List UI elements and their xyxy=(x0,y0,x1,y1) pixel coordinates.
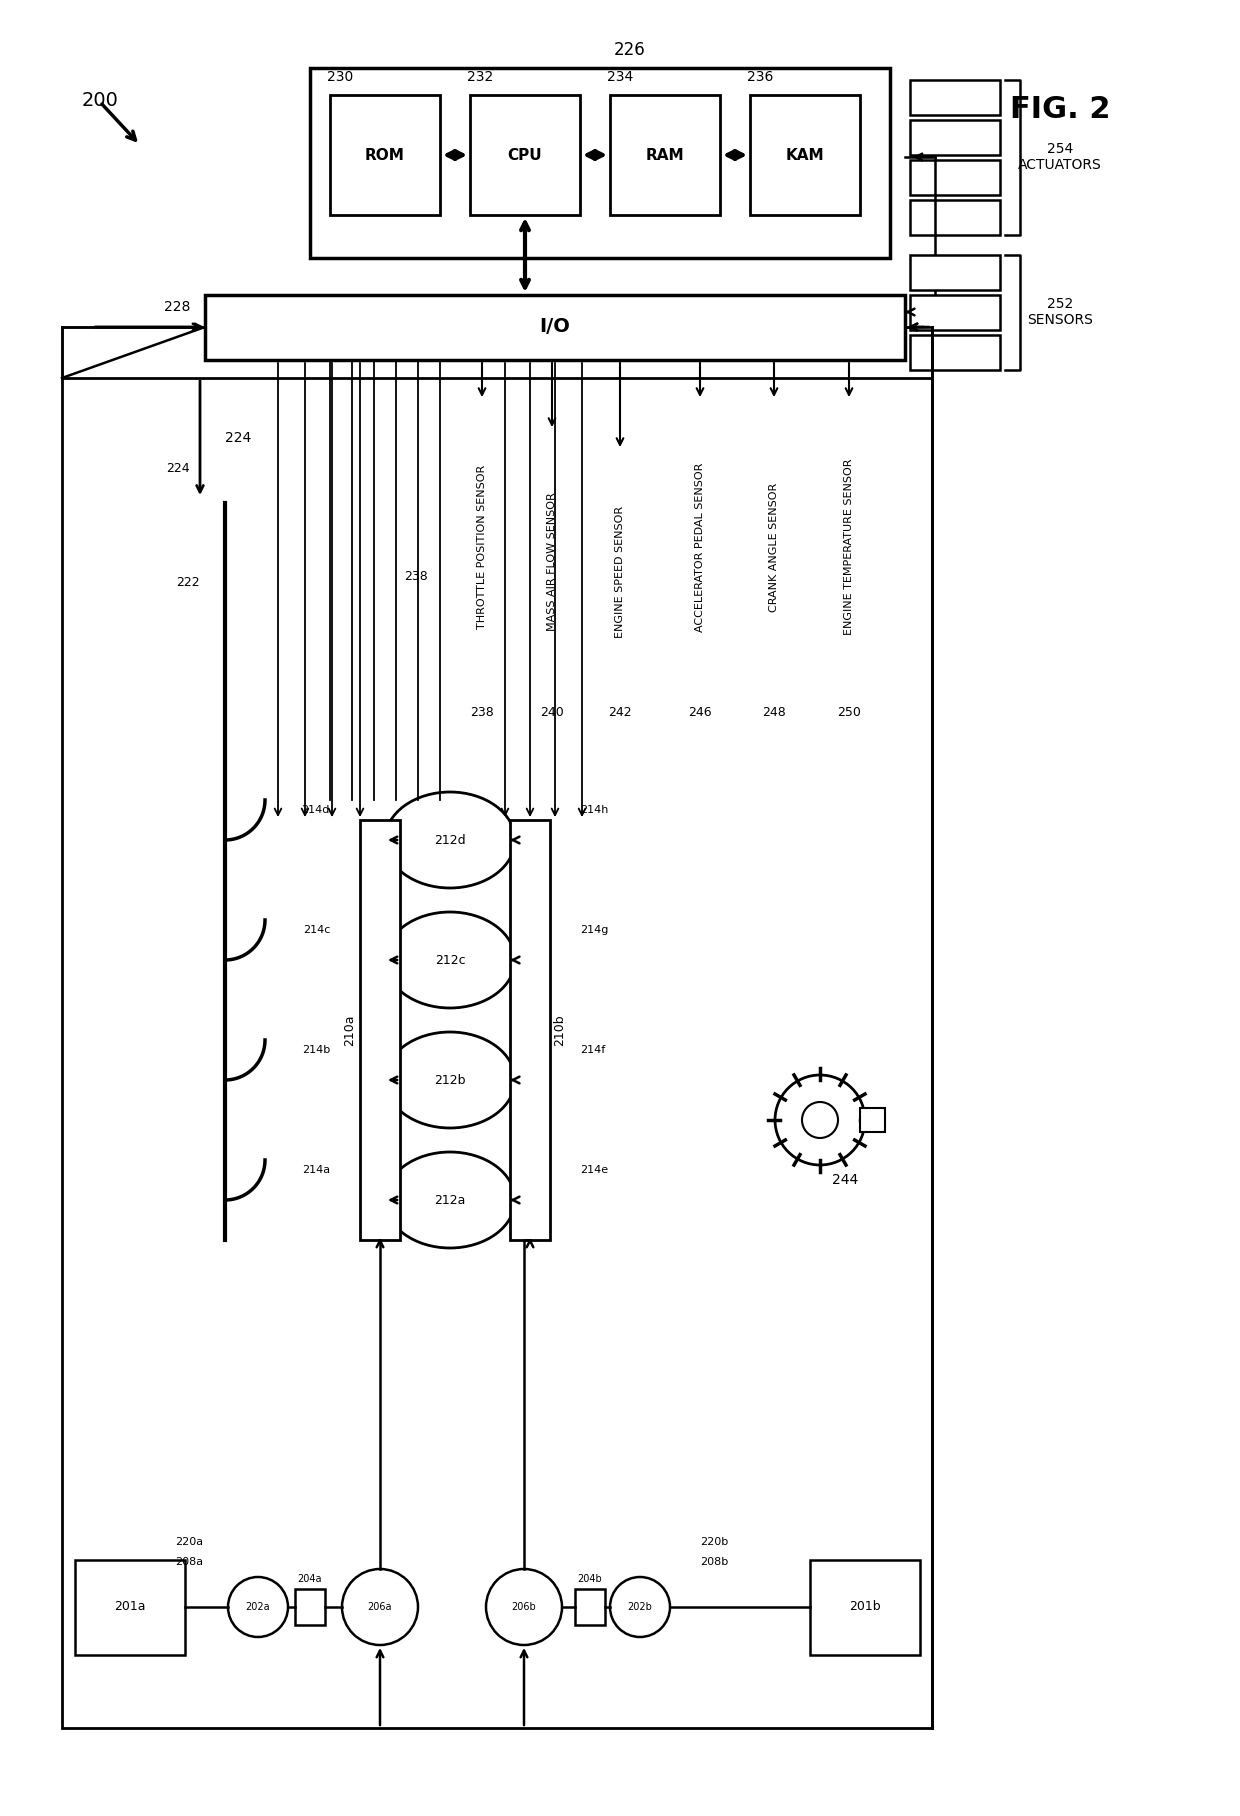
Text: 254
ACTUATORS: 254 ACTUATORS xyxy=(1018,142,1102,173)
Ellipse shape xyxy=(384,912,515,1008)
Text: 214g: 214g xyxy=(580,924,609,935)
Text: ENGINE SPEED SENSOR: ENGINE SPEED SENSOR xyxy=(615,507,625,637)
Ellipse shape xyxy=(486,1569,562,1645)
Text: KAM: KAM xyxy=(786,147,825,162)
Text: 214c: 214c xyxy=(303,924,330,935)
Text: MASS AIR FLOW SENSOR: MASS AIR FLOW SENSOR xyxy=(547,492,557,632)
Text: 234: 234 xyxy=(606,71,634,84)
Text: 230: 230 xyxy=(327,71,353,84)
Text: 224: 224 xyxy=(224,430,252,445)
Bar xyxy=(910,254,999,291)
Bar xyxy=(910,200,999,234)
Ellipse shape xyxy=(775,1075,866,1166)
Text: I/O: I/O xyxy=(539,318,570,336)
Text: ROM: ROM xyxy=(365,147,405,162)
Ellipse shape xyxy=(342,1569,418,1645)
Ellipse shape xyxy=(228,1576,288,1636)
Text: 246: 246 xyxy=(688,706,712,719)
Text: 244: 244 xyxy=(832,1173,858,1188)
Bar xyxy=(510,821,551,1240)
Text: 214h: 214h xyxy=(580,804,609,815)
Text: 212c: 212c xyxy=(435,953,465,966)
Text: 208b: 208b xyxy=(701,1556,728,1567)
Text: 204a: 204a xyxy=(298,1574,322,1584)
Bar xyxy=(575,1589,605,1625)
Text: 214f: 214f xyxy=(580,1044,605,1055)
Text: 206b: 206b xyxy=(512,1602,537,1613)
Bar xyxy=(523,430,582,696)
Text: THROTTLE POSITION SENSOR: THROTTLE POSITION SENSOR xyxy=(477,465,487,628)
Text: 214e: 214e xyxy=(580,1166,608,1175)
Text: 248: 248 xyxy=(763,706,786,719)
Text: 214b: 214b xyxy=(301,1044,330,1055)
Text: 208a: 208a xyxy=(175,1556,203,1567)
Text: 240: 240 xyxy=(541,706,564,719)
Bar xyxy=(910,120,999,154)
Text: 212d: 212d xyxy=(434,834,466,846)
Text: 242: 242 xyxy=(608,706,632,719)
Text: FIG. 2: FIG. 2 xyxy=(1009,96,1110,125)
Text: 202b: 202b xyxy=(627,1602,652,1613)
Text: 236: 236 xyxy=(746,71,774,84)
Text: CPU: CPU xyxy=(507,147,542,162)
Text: 210b: 210b xyxy=(553,1013,567,1046)
Bar xyxy=(610,94,720,214)
Bar xyxy=(910,334,999,370)
Ellipse shape xyxy=(384,792,515,888)
Text: RAM: RAM xyxy=(646,147,684,162)
Text: 214a: 214a xyxy=(301,1166,330,1175)
Text: 212a: 212a xyxy=(434,1193,466,1206)
Text: 232: 232 xyxy=(467,71,494,84)
Text: 238: 238 xyxy=(404,570,428,583)
Ellipse shape xyxy=(802,1102,838,1139)
Text: 212b: 212b xyxy=(434,1073,466,1086)
Text: 220a: 220a xyxy=(175,1536,203,1547)
Text: 224: 224 xyxy=(166,461,190,474)
Ellipse shape xyxy=(384,1151,515,1248)
Text: 252
SENSORS: 252 SENSORS xyxy=(1027,296,1092,327)
Text: 200: 200 xyxy=(82,91,119,109)
Bar xyxy=(910,160,999,194)
Bar xyxy=(62,378,932,1729)
Bar xyxy=(591,450,649,696)
Text: CRANK ANGLE SENSOR: CRANK ANGLE SENSOR xyxy=(769,483,779,612)
Bar xyxy=(671,400,729,696)
Text: 201a: 201a xyxy=(114,1600,146,1613)
Bar xyxy=(910,294,999,331)
Text: 204b: 204b xyxy=(578,1574,603,1584)
Text: 222: 222 xyxy=(176,576,200,590)
Text: 228: 228 xyxy=(164,300,190,314)
Bar xyxy=(820,400,878,696)
Text: 226: 226 xyxy=(614,42,646,58)
Text: 206a: 206a xyxy=(368,1602,392,1613)
Text: 201b: 201b xyxy=(849,1600,880,1613)
Text: 214d: 214d xyxy=(301,804,330,815)
Bar xyxy=(74,1560,185,1654)
Bar xyxy=(745,400,804,696)
Text: ENGINE TEMPERATURE SENSOR: ENGINE TEMPERATURE SENSOR xyxy=(844,459,854,636)
Bar xyxy=(750,94,861,214)
Bar xyxy=(453,400,511,696)
Bar xyxy=(810,1560,920,1654)
Bar xyxy=(310,67,890,258)
Text: 210a: 210a xyxy=(343,1015,357,1046)
Ellipse shape xyxy=(610,1576,670,1636)
Bar xyxy=(295,1589,325,1625)
Text: 202a: 202a xyxy=(246,1602,270,1613)
Text: ACCELERATOR PEDAL SENSOR: ACCELERATOR PEDAL SENSOR xyxy=(694,463,706,632)
Bar xyxy=(205,294,905,360)
Ellipse shape xyxy=(384,1031,515,1128)
Bar xyxy=(470,94,580,214)
Text: 250: 250 xyxy=(837,706,861,719)
Bar xyxy=(330,94,440,214)
Bar xyxy=(861,1108,885,1131)
Text: 238: 238 xyxy=(470,706,494,719)
Text: 220b: 220b xyxy=(701,1536,728,1547)
Bar xyxy=(910,80,999,114)
Bar xyxy=(360,821,401,1240)
